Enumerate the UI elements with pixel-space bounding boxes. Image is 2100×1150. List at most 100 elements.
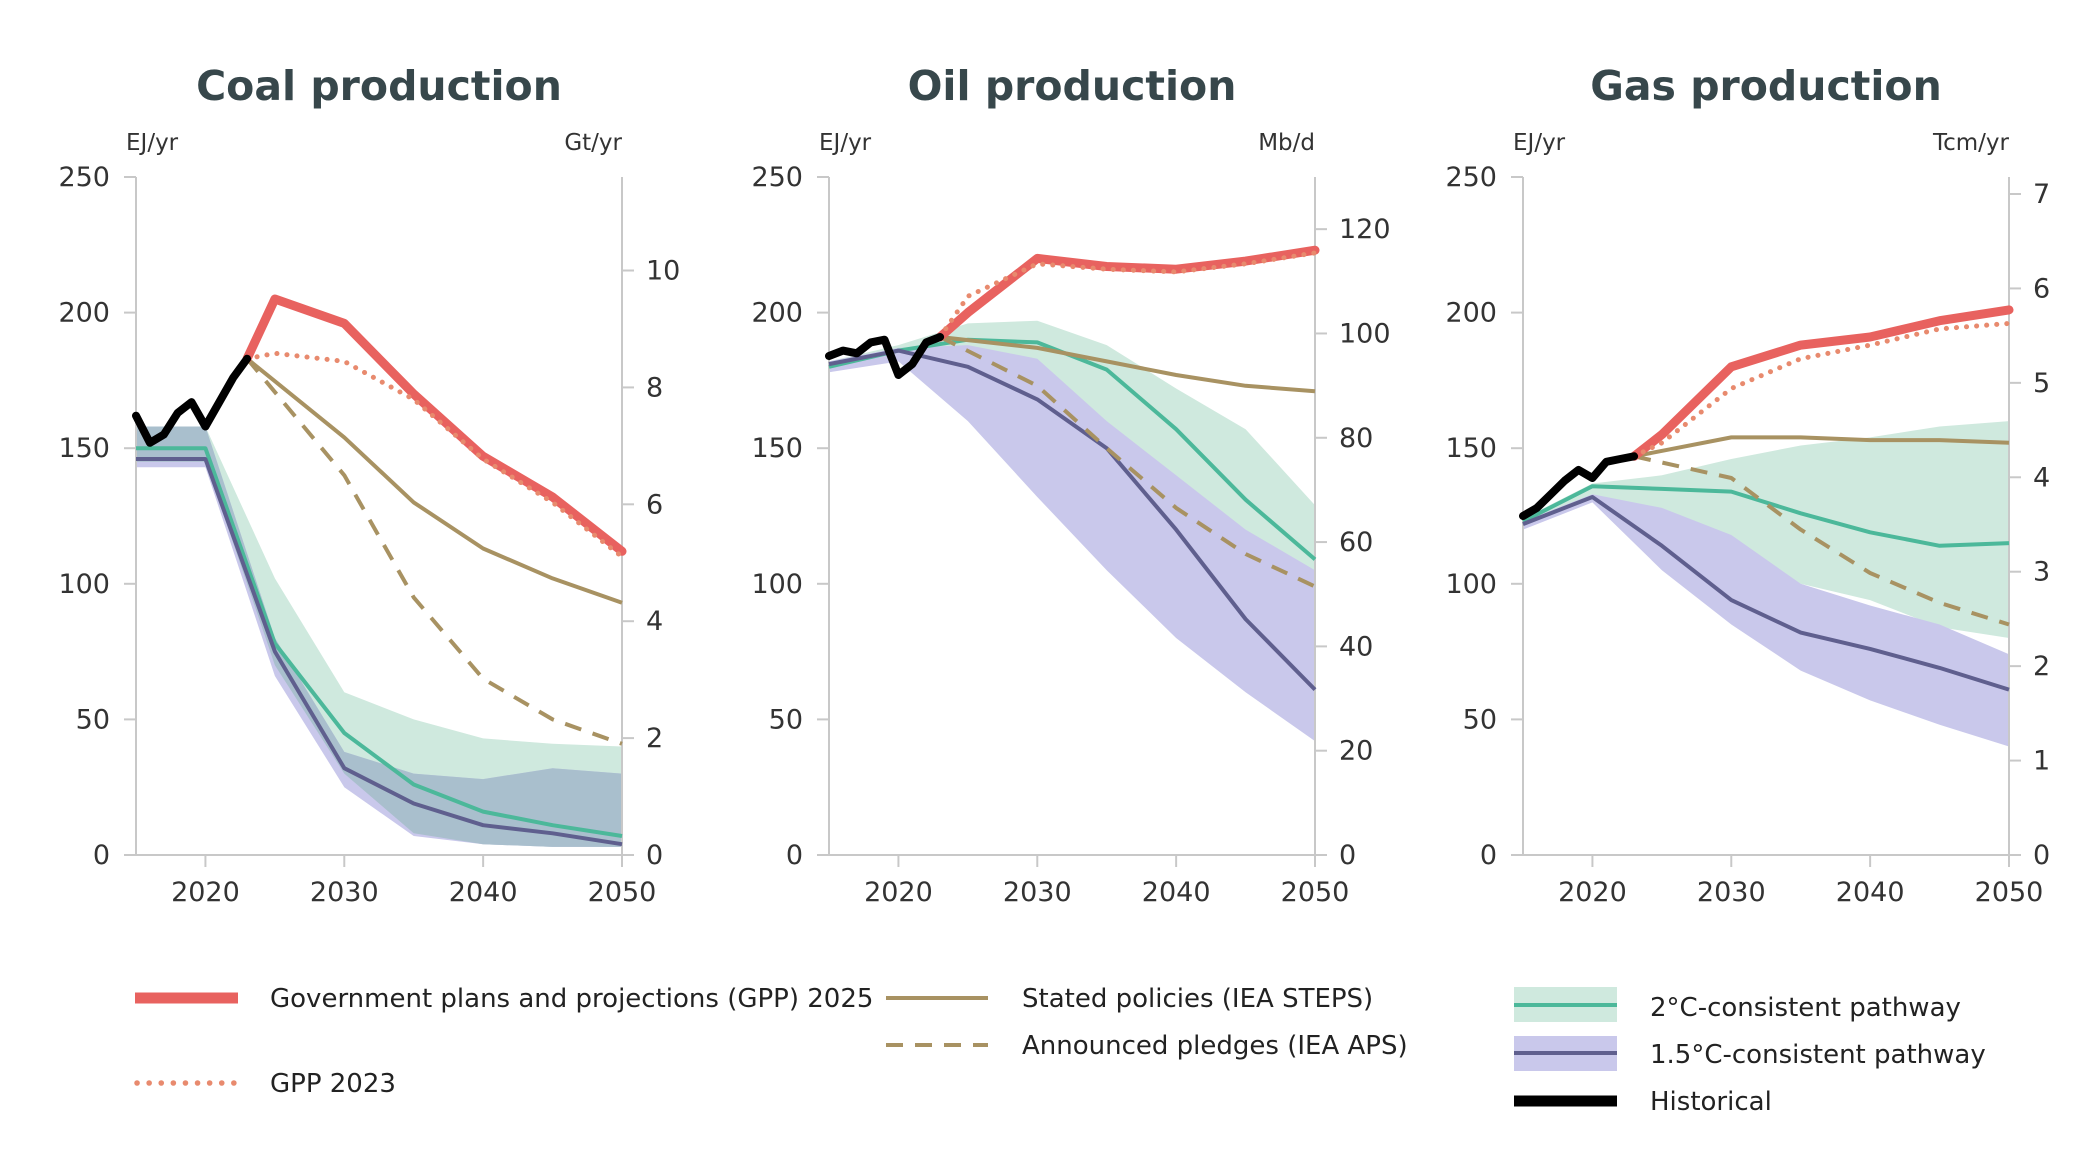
gas-y-tick-label: 50 [1463,704,1497,735]
gas-gpp2023-line [1631,320,2012,459]
legend: Government plans and projections (GPP) 2… [134,984,1986,1117]
gas-right-tick-label: 3 [2033,557,2050,588]
gas-right-tick-label: 1 [2033,746,2050,777]
gas-historical-line [1519,452,1639,520]
gas-production-chart: Gas production EJ/yr Tcm/yr 0 50 100 150 200 250… [1445,62,2050,908]
coal-right-tick-label: 0 [646,840,663,871]
oil-y-tick-label: 100 [751,569,803,600]
gas-chart-title: Gas production [1590,62,1942,110]
coal-historical-line [132,354,252,447]
oil-right-tick-label: 20 [1339,736,1373,767]
gas-right-tick-label: 0 [2033,840,2050,871]
legend-item-steps: Stated policies (IEA STEPS) [886,984,1373,1014]
gas-right-unit-label: Tcm/yr [1932,130,2010,156]
gas-x-tick-label: 2050 [1975,877,2044,908]
coal-y-tick-label: 0 [93,840,110,871]
legend-item-gpp2023: GPP 2023 [134,1069,396,1099]
coal-y-tick-label: 100 [58,569,110,600]
coal-right-tick-label: 2 [646,723,663,754]
oil-x-tick-label: 2050 [1281,877,1350,908]
oil-y-tick-label: 50 [769,704,803,735]
coal-y-tick-label: 50 [76,704,110,735]
oil-right-tick-label: 80 [1339,423,1373,454]
gas-right-tick-label: 6 [2033,273,2050,304]
coal-x-tick-label: 2020 [171,877,240,908]
gas-two-c-band [1523,421,2009,638]
oil-chart-title: Oil production [908,62,1237,110]
oil-right-tick-label: 60 [1339,527,1373,558]
legend-label-historical: Historical [1650,1087,1772,1117]
coal-one5-c-line [136,457,623,847]
legend-label-steps: Stated policies (IEA STEPS) [1022,984,1373,1014]
coal-x-tick-label: 2030 [310,877,379,908]
coal-band-overlap [136,426,622,847]
gas-one5-c-band [1523,494,2009,747]
oil-production-chart: Oil production EJ/yr Mb/d 0 50 100 150 200 250 0 2… [751,62,1390,908]
gas-right-tick-label: 4 [2033,462,2050,493]
oil-right-tick-label: 120 [1339,214,1391,245]
oil-x-tick-label: 2040 [1142,877,1211,908]
oil-one5-c-band [829,345,1315,742]
gas-y-tick-label: 150 [1445,433,1497,464]
oil-aps-line [939,335,1316,589]
oil-y-tick-label: 150 [751,433,803,464]
coal-y-tick-label: 250 [58,162,110,193]
oil-left-unit-label: EJ/yr [819,130,872,156]
gas-left-unit-label: EJ/yr [1513,130,1566,156]
gas-two-c-line [1522,484,2010,548]
gas-x-tick-label: 2030 [1697,877,1766,908]
coal-two-c-line [136,446,623,838]
oil-one5-c-line [828,348,1317,692]
legend-label-gpp2025: Government plans and projections (GPP) 2… [270,984,873,1014]
coal-right-tick-label: 8 [646,372,663,403]
oil-right-tick-label: 0 [1339,840,1356,871]
legend-item-historical: Historical [1514,1087,1772,1117]
coal-x-tick-label: 2050 [588,877,657,908]
coal-y-tick-label: 150 [58,433,110,464]
legend-item-two-c: 2°C-consistent pathway [1514,987,1961,1023]
gas-x-tick-label: 2040 [1836,877,1905,908]
oil-y-tick-label: 0 [786,840,803,871]
coal-right-tick-label: 10 [646,256,680,287]
coal-left-unit-label: EJ/yr [126,130,179,156]
legend-label-gpp2023: GPP 2023 [270,1069,396,1099]
oil-right-tick-label: 100 [1339,318,1391,349]
oil-historical-line [825,333,945,379]
oil-y-tick-label: 250 [751,162,803,193]
oil-y-tick-label: 200 [751,298,803,329]
coal-aps-line [245,357,623,746]
gas-y-tick-label: 0 [1480,840,1497,871]
gas-y-tick-label: 250 [1445,162,1497,193]
oil-gpp2023-line [937,250,1318,340]
legend-label-aps: Announced pledges (IEA APS) [1022,1031,1408,1061]
oil-gpp2025-line [935,245,1320,342]
oil-two-c-band [829,320,1315,617]
coal-chart-title: Coal production [196,62,562,110]
coal-gpp2025-line [242,294,627,556]
gas-steps-line [1633,435,2010,459]
gas-right-tick-label: 2 [2033,651,2050,682]
oil-steps-line [939,335,1316,394]
coal-y-tick-label: 200 [58,298,110,329]
legend-item-gpp2025: Government plans and projections (GPP) 2… [135,984,873,1014]
coal-right-tick-label: 4 [646,606,663,637]
gas-y-tick-label: 100 [1445,569,1497,600]
legend-label-one5-c: 1.5°C-consistent pathway [1650,1040,1986,1070]
coal-right-tick-label: 6 [646,489,663,520]
coal-steps-line [245,357,623,605]
legend-item-aps: Announced pledges (IEA APS) [886,1031,1408,1061]
oil-right-tick-label: 40 [1339,631,1373,662]
coal-two-c-band [136,426,622,847]
gas-y-tick-label: 200 [1445,298,1497,329]
gas-gpp2025-line [1629,305,2014,461]
oil-x-tick-label: 2020 [864,877,933,908]
oil-right-unit-label: Mb/d [1258,130,1315,156]
oil-x-tick-label: 2030 [1003,877,1072,908]
coal-right-unit-label: Gt/yr [564,130,622,156]
gas-one5-c-line [1522,495,2010,692]
coal-gpp2023-line [244,350,625,560]
coal-x-tick-label: 2040 [449,877,518,908]
